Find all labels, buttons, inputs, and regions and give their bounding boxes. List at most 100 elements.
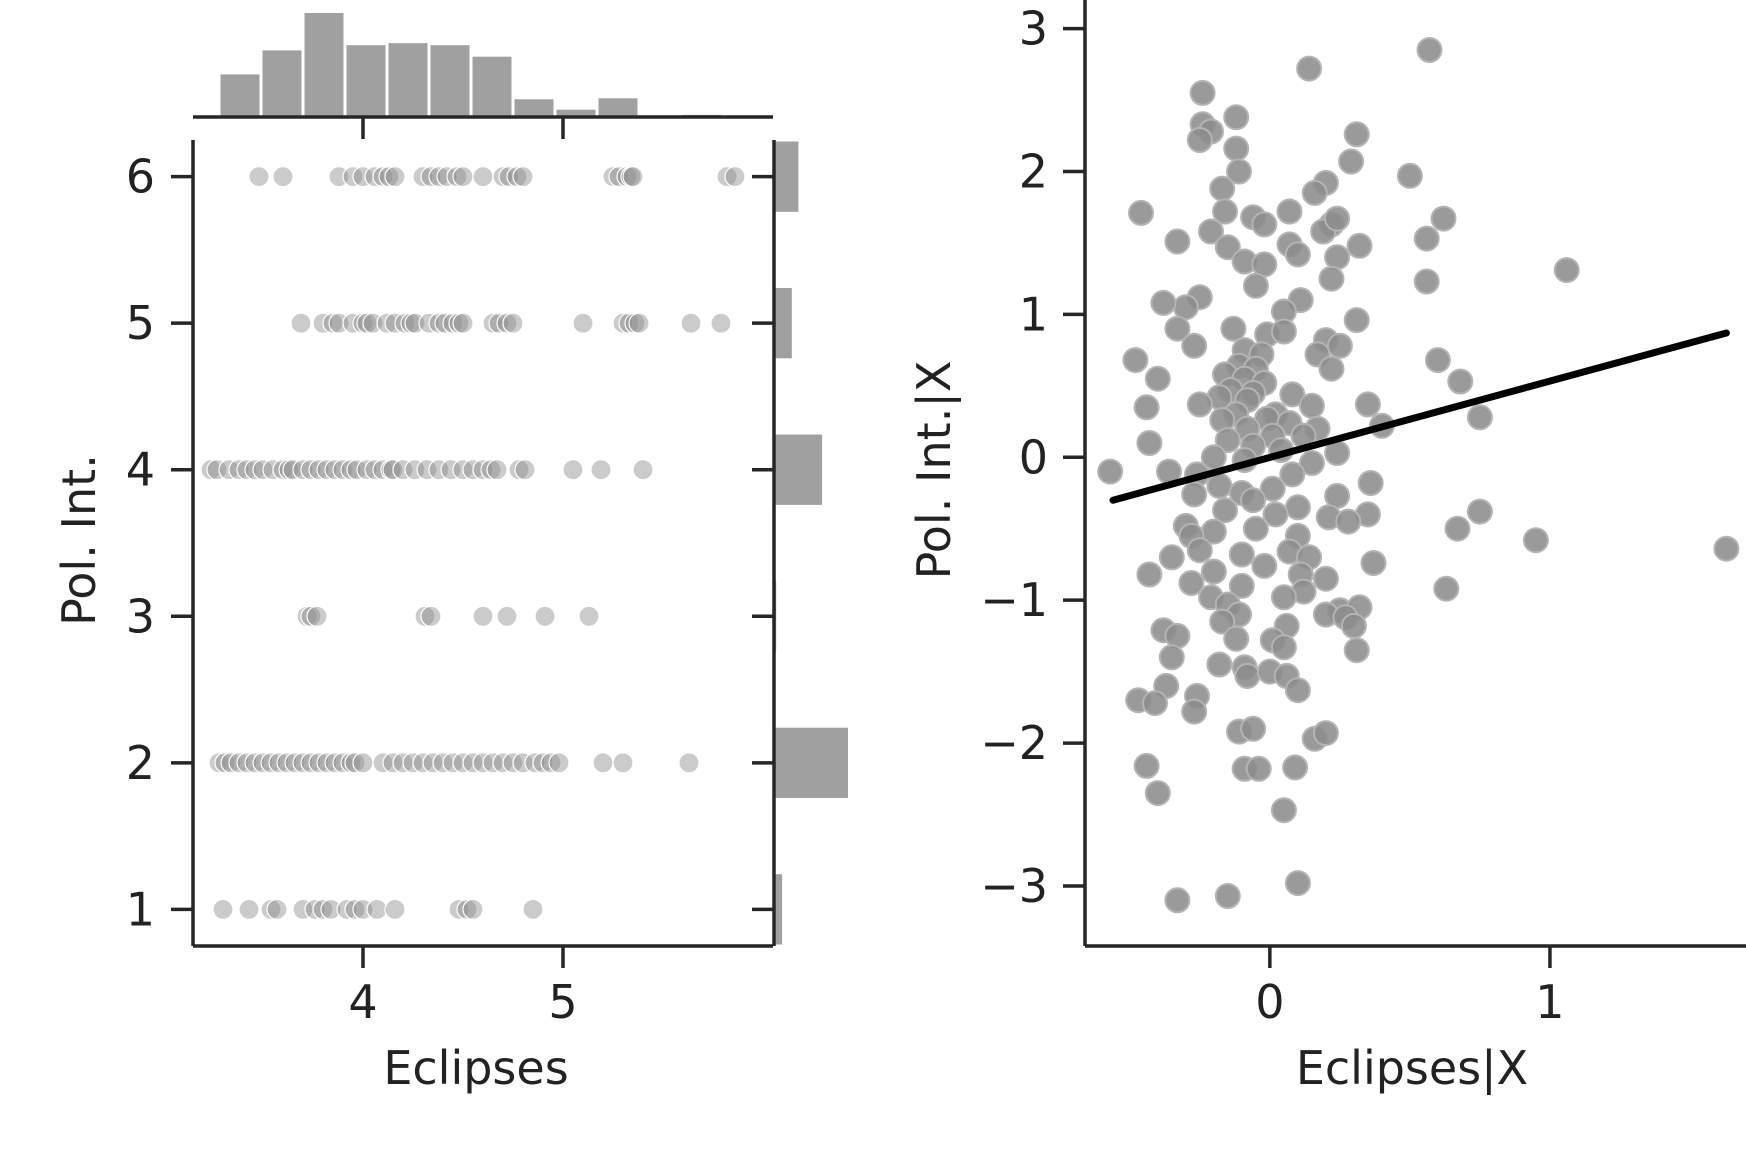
partial-regression-point [1318,265,1345,292]
partial-regression-point [1181,481,1208,508]
partial-regression-point [1296,55,1323,82]
partial-regression-point [1209,175,1236,202]
jointplot-point [378,166,400,188]
jointplot-point [308,752,330,774]
partial-regression-point [1396,162,1423,189]
jointplot-point [290,312,312,334]
partial-regression-point [1181,698,1208,725]
partial-regression-axes: −3 −2 −1 0 1 2 3 0 1 [980,0,1746,1029]
jointplot-point [628,312,650,334]
jointplot-point [228,459,250,481]
partial-regression-x-tick-label: 1 [1535,975,1564,1029]
jointplot-point [364,459,386,481]
jointplot-point [312,898,334,921]
marginal-y-bar [774,434,823,505]
partial-regression-point [1223,135,1250,162]
jointplot-point [268,752,290,774]
partial-regression-point [1430,205,1457,232]
partial-regression-point [1144,365,1171,392]
marginal-x-bar [514,99,554,117]
partial-regression-point [1228,541,1255,568]
jointplot-point [486,459,508,481]
jointplot-point [502,312,524,334]
partial-regression-panel: −3 −2 −1 0 1 2 3 0 1 Eclipses|X Pol. Int.|X [907,0,1746,1096]
jointplot-point [612,752,634,774]
partial-regression-point [1413,268,1440,295]
partial-regression-y-tick-label: −3 [980,859,1048,913]
jointplot-y-tick-label: 3 [126,589,155,643]
partial-regression-point [1228,572,1255,599]
partial-regression-point [1279,461,1306,488]
partial-regression-point [1284,241,1311,268]
partial-regression-point [1444,515,1471,542]
partial-regression-point [1262,501,1289,528]
jointplot-point [238,898,260,921]
jointplot-point [404,459,426,481]
jointplot-point [276,752,298,774]
partial-regression-point [1312,565,1339,592]
jointplot-point [452,166,474,188]
partial-regression-points [1097,37,1740,914]
marginal-y-histogram [752,140,848,946]
partial-regression-point [1181,332,1208,359]
partial-regression-point [1223,625,1250,652]
jointplot-point [304,898,326,921]
partial-regression-point [1242,515,1269,542]
jointplot-point [260,898,282,921]
jointplot-point [472,166,494,188]
marginal-x-bar [346,45,386,118]
jointplot-point [352,752,374,774]
partial-regression-point [1223,104,1250,131]
jointplot-point [324,459,346,481]
jointplot-point [524,752,546,774]
jointplot-point [266,898,288,921]
marginal-x-bar [556,109,596,117]
jointplot-y-tick-label: 5 [126,296,155,350]
partial-regression-point [1226,158,1252,185]
jointplot-point [212,898,234,921]
regression-fit-line [1109,329,1730,504]
partial-regression-point [1270,584,1297,611]
jointplot-y-tick-label: 1 [126,882,155,936]
jointplot-point [562,459,584,481]
jointplot-point [316,459,338,481]
jointplot-point [514,459,536,481]
jointplot-point [316,752,338,774]
partial-regression-point [1186,391,1213,418]
partial-regression-point [1284,870,1311,897]
jointplot-point [540,752,562,774]
partial-regression-point [1198,218,1224,245]
partial-regression-point [1713,535,1740,562]
partial-regression-point [1186,537,1213,564]
partial-regression-point [1158,544,1185,571]
partial-regression-point [1360,550,1387,576]
jointplot-point [496,605,518,627]
jointplot-point [244,459,266,481]
marginal-x-bar [598,98,638,117]
jointplot-point [578,605,600,627]
marginal-x-histogram [193,13,773,139]
jointplot-point [344,898,366,921]
jointplot-point [632,459,654,481]
jointplot-point [456,898,478,921]
jointplot-point [272,166,294,188]
partial-regression-point [1209,608,1236,635]
partial-regression-point [1136,430,1163,456]
partial-regression-point [1343,307,1370,334]
jointplot-point [220,752,242,774]
jointplot-y-tick-label: 4 [126,443,155,497]
jointplot-point [506,166,528,188]
partial-regression-point [1242,272,1269,299]
jointplot-x-tick-label: 4 [348,975,377,1029]
partial-regression-point [1276,198,1303,225]
partial-regression-point [1212,497,1238,524]
partial-regression-point [1553,257,1580,284]
partial-regression-point [1416,37,1443,63]
partial-regression-point [1282,754,1309,781]
partial-regression-point [1466,498,1493,525]
partial-regression-point [1245,755,1272,782]
partial-regression-point [1466,404,1493,431]
jointplot-point [480,459,502,481]
jointplot-point [244,752,266,774]
